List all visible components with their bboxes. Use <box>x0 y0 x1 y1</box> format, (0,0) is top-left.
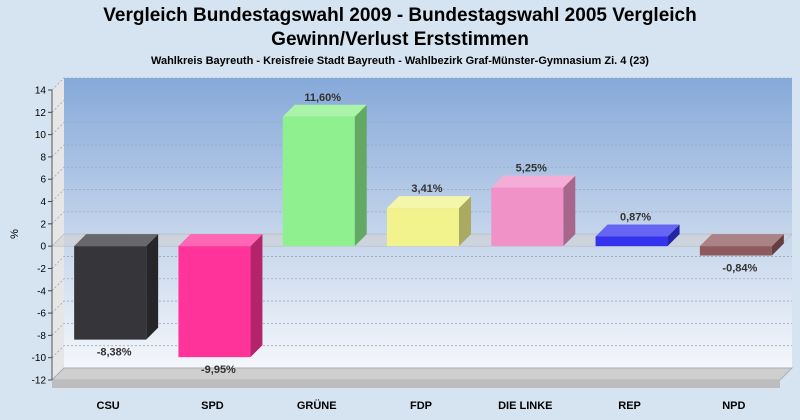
gridline <box>51 300 792 314</box>
bar-side <box>146 234 159 340</box>
y-tick-label: 14 <box>35 86 47 97</box>
plot-floor-front <box>52 380 780 388</box>
gridline <box>51 256 792 269</box>
bar-top <box>178 234 263 247</box>
data-label: -8,38% <box>97 347 132 359</box>
bar-top <box>74 234 159 247</box>
gridline <box>51 211 792 225</box>
y-tick-label: 10 <box>35 130 47 141</box>
bar-npd <box>699 234 784 256</box>
gridline <box>51 345 792 358</box>
gridline <box>51 166 792 180</box>
chart-subtitle: Wahlkreis Bayreuth - Kreisfreie Stadt Ba… <box>151 55 649 67</box>
y-axis-label: % <box>9 229 21 239</box>
data-label: -9,95% <box>201 364 236 376</box>
x-tick-label: DIE LINKE <box>498 400 552 412</box>
bar-top <box>282 104 367 117</box>
bar-top <box>595 224 680 237</box>
x-tick-label: GRÜNE <box>297 399 337 412</box>
bar-die-linke <box>491 175 576 247</box>
gridline <box>51 189 792 202</box>
y-tick-label: -8 <box>37 331 46 342</box>
y-tick-label: -2 <box>37 264 46 275</box>
x-tick-label: FDP <box>410 400 432 412</box>
bar-side <box>563 175 576 247</box>
bar-top <box>387 196 471 209</box>
y-tick-label: 0 <box>40 242 46 253</box>
x-tick-label: NPD <box>722 400 745 412</box>
x-tick-label: SPD <box>201 400 224 412</box>
gridline <box>51 278 792 292</box>
y-tick-label: 8 <box>40 152 46 163</box>
gridline <box>51 77 792 91</box>
data-label: 5,25% <box>516 163 547 175</box>
y-tick-label: -10 <box>32 353 47 364</box>
bar-spd <box>178 234 263 358</box>
bar-grüne <box>282 104 367 247</box>
plot-floor <box>50 367 794 381</box>
bar-front <box>178 246 251 358</box>
bar-side <box>354 104 367 247</box>
gridline <box>51 99 792 113</box>
y-tick-label: -6 <box>37 309 46 320</box>
y-tick-label: -12 <box>32 376 47 387</box>
data-label: -0,84% <box>722 263 757 275</box>
gridline <box>51 122 792 135</box>
bar-side <box>250 234 263 358</box>
bar-rep <box>595 224 680 247</box>
y-tick-label: -4 <box>37 286 46 297</box>
chart-title-line2: Gewinn/Verlust Erststimmen <box>271 29 529 50</box>
y-tick-label: 4 <box>40 197 46 208</box>
bar-top <box>491 175 576 188</box>
y-tick-label: 12 <box>35 108 47 119</box>
y-tick-label: 2 <box>40 219 46 230</box>
bar-top <box>699 234 784 247</box>
data-label: 11,60% <box>304 92 341 104</box>
bar-front <box>491 187 564 247</box>
bar-fdp <box>387 196 471 247</box>
data-label: 0,87% <box>620 211 651 223</box>
gridline <box>51 144 792 158</box>
plot-left-wall <box>52 78 64 380</box>
x-tick-label: CSU <box>97 400 120 412</box>
bar-side <box>459 196 471 247</box>
x-tick-label: REP <box>618 400 641 412</box>
gridline <box>51 322 792 336</box>
bar-side <box>667 224 680 247</box>
bar-front <box>595 236 668 247</box>
bar-side <box>771 234 784 256</box>
y-tick-label: 6 <box>40 175 46 186</box>
data-label: 3,41% <box>411 183 442 195</box>
chart-title: Vergleich Bundestagswahl 2009 - Bundesta… <box>103 5 697 26</box>
bar-front <box>74 246 147 340</box>
gridline <box>51 367 792 381</box>
bar-front <box>387 208 459 247</box>
bar-front <box>699 246 772 256</box>
bar-front <box>282 116 355 247</box>
bar-csu <box>74 234 159 340</box>
